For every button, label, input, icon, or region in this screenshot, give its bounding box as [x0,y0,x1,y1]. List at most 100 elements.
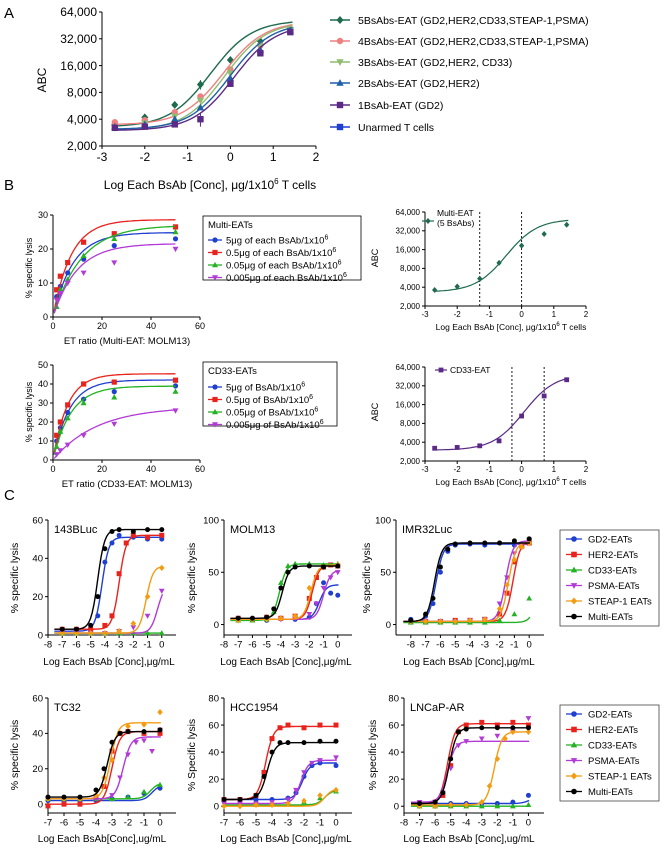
data-point [478,736,485,742]
data-point [277,740,283,746]
data-point [422,618,429,625]
y-tick-label: 2,000 [400,302,421,311]
legend-marker [336,101,344,109]
data-point [111,243,117,249]
data-point [159,527,165,533]
fit-curve [403,540,530,623]
data-point [80,399,87,406]
x-tick-label: 1 [552,310,557,319]
legend-marker [212,396,218,403]
data-point [253,792,259,798]
data-point [292,564,298,570]
data-point [109,795,115,801]
y-tick-label: 50 [208,568,219,579]
panel-b-cd33-abc-xlabel-mid: g/1x10 [531,477,557,487]
data-point [93,792,99,799]
panel-b-multi-abc-xlabel-mu: μ [526,322,531,332]
y-tick-label: 50 [380,568,391,579]
fit-curve [54,528,163,630]
data-point [478,803,485,809]
data-point [125,723,131,730]
panel-b-multi-abc-chart: -3 -2 -1 0 1 2 2,000 4,000 8,000 16,000 32,000 64,0… [370,208,589,332]
data-point [159,532,165,538]
y-tick-label: 4,000 [400,283,421,292]
legend-label: 5BsAbs-EAT (GD2,HER2,CD33,STEAP-1,PSMA) [358,15,589,27]
legend-label-unit: g of BsAb/1x10 [237,383,301,394]
data-point [278,615,284,622]
fit-curve [112,24,293,131]
y-tick-label: 16,000 [396,400,421,409]
data-point [65,409,71,416]
x-tick-label: 0 [527,640,532,651]
data-point [455,729,461,735]
data-point [278,585,284,591]
data-point [494,725,500,731]
data-point [65,402,71,408]
data-point [125,794,131,800]
data-point [306,584,313,592]
y-tick-label: 16,000 [396,245,421,254]
x-tick-label: -1 [319,640,327,651]
panel-b-multi-abc-xlabel-sup: 6 [556,322,560,328]
legend-marker [212,275,218,281]
legend-label: 1BsAb-EAT (GD2) [358,100,443,112]
legend-label-mu: μ [250,420,255,431]
data-point [57,428,64,434]
data-point [269,801,275,809]
data-point [448,756,454,762]
data-point [482,540,488,546]
legend-label: CD33-EATs [588,566,637,577]
x-tick-label: 0 [227,150,234,164]
data-point [125,729,131,735]
fit-curve [230,565,339,619]
x-tick-label: -4 [462,818,470,829]
data-point [440,790,446,796]
x-tick-label: -6 [436,640,444,651]
data-point [157,781,163,787]
y-tick-label: 64,000 [60,5,97,19]
data-point [73,626,79,632]
x-tick-label: -8 [407,640,415,651]
data-point [327,575,334,581]
panel-a-xlabel-pre: Log Each BsAb [Conc], [104,178,231,192]
data-point [328,590,334,596]
data-point [53,443,60,449]
data-point [159,564,165,572]
legend-label: GD2-EATs [588,535,632,546]
data-point [54,432,60,438]
y-tick-label: 64,000 [396,208,421,217]
data-point [45,794,51,800]
data-point [504,590,510,596]
data-point [432,803,438,810]
legend-marker [336,16,344,24]
data-point [157,709,163,716]
panel-b-multi-abc-xlabel-pre: Log Each BsAb [Conc], [436,322,526,332]
y-tick-label: 40 [32,729,43,740]
legend-label-unit: g of each BsAb/1x10 [255,273,343,284]
panel-b-cd33-abc-xlabel-pre: Log Each BsAb [Conc], [436,477,526,487]
y-tick-label: 0 [38,630,43,641]
legend-marker [212,422,218,428]
data-point [101,766,107,772]
x-tick-label: -5 [86,640,94,651]
data-point [64,442,71,448]
data-point [479,799,485,806]
chart-title: MOLM13 [230,524,275,536]
data-point [116,628,122,635]
fit-curve [53,373,176,454]
data-point [159,536,165,542]
x-tick-label: 0 [159,640,164,651]
data-point [102,546,108,552]
panel-b-multi-lysis-ylabel: % specific lysis [24,237,34,298]
data-point [317,722,323,728]
x-tick-label: 20 [97,321,107,331]
legend-marker [336,79,344,86]
data-point [277,725,283,731]
data-point [261,769,267,775]
panel-c-143bluc-xlabel: Log Each BsAb [Conc],μg/mL [43,657,175,668]
x-tick-label: -5 [252,818,260,829]
legend-label-value: 0.5 [226,395,239,406]
data-point [333,786,339,794]
data-point [467,617,473,624]
